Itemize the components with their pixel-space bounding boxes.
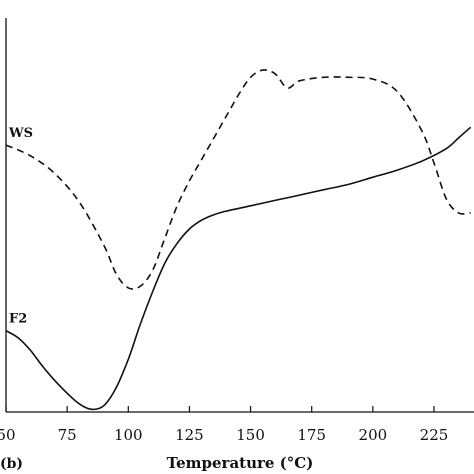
series-labels: WS F2 — [8, 126, 33, 327]
x-tick-label-225: 225 — [420, 426, 449, 444]
x-tick-label-75: 75 — [58, 426, 77, 444]
x-ticks — [5, 406, 435, 412]
x-tick-labels: 50 75 100 125 150 175 200 225 — [0, 426, 448, 444]
series-lines — [5, 69, 472, 411]
x-axis-title: Temperature (°C) — [167, 454, 314, 472]
panel-label: (b) — [0, 456, 23, 472]
axes — [5, 18, 474, 413]
x-tick-label-175: 175 — [297, 426, 326, 444]
series-line-f2 — [5, 126, 472, 411]
series-line-ws — [5, 69, 471, 290]
series-label-f2: F2 — [9, 312, 27, 327]
x-tick-label-50: 50 — [0, 426, 16, 444]
x-tick-label-125: 125 — [175, 426, 204, 444]
x-tick-label-200: 200 — [359, 426, 388, 444]
x-tick-label-100: 100 — [114, 426, 143, 444]
x-tick-label-150: 150 — [236, 426, 265, 444]
series-label-ws: WS — [8, 126, 33, 141]
